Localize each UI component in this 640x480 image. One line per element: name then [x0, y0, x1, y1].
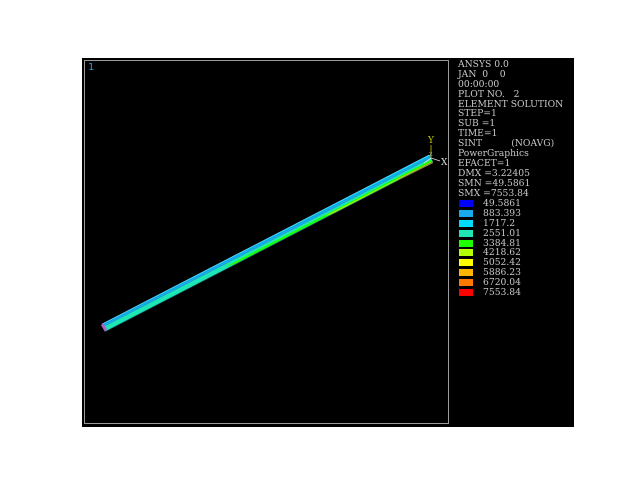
- info-line: SUB =1: [458, 118, 496, 130]
- legend-value: 5052.42: [483, 257, 521, 269]
- info-line: ELEMENT SOLUTION: [458, 98, 564, 110]
- legend-value: 6720.04: [483, 277, 521, 289]
- triad-z-axis: [423, 157, 432, 164]
- beam-edge-bottom: [105, 161, 434, 332]
- legend-row: 5052.42: [458, 258, 570, 268]
- info-line: DMX =3.22405: [458, 167, 530, 179]
- info-line: SMN =49.5861: [458, 177, 531, 189]
- legend-row: 2551.01: [458, 227, 570, 239]
- window-number: 1: [88, 62, 95, 73]
- triad-x-label: X: [441, 158, 448, 168]
- plot-info-panel: ANSYS 0.0 JAN 0 0 00:00:00 PLOT NO. 2 ELEMEN…: [458, 60, 570, 198]
- triad-x-axis: [430, 157, 441, 162]
- legend-swatch: [459, 259, 473, 267]
- legend-swatch: [459, 269, 473, 277]
- legend-value: 3384.81: [483, 237, 521, 249]
- info-line: EFACET=1: [458, 157, 511, 169]
- legend-swatch: [459, 209, 473, 217]
- legend-row: 49.5861: [458, 199, 570, 209]
- legend-row: 5886.23: [458, 268, 570, 278]
- info-line: 00:00:00: [458, 78, 500, 90]
- legend-value: 4218.62: [483, 247, 521, 259]
- legend-value: 49.5861: [483, 198, 521, 209]
- triad-y-label: Y: [427, 136, 435, 146]
- contour-legend: 49.5861 883.393 1717.2 2551.01 3384.81 4218.6…: [458, 199, 570, 298]
- beam-model: [101, 154, 434, 332]
- legend-row: 3384.81: [458, 237, 570, 249]
- info-line: STEP=1: [458, 108, 497, 120]
- legend-value: 2551.01: [483, 227, 521, 239]
- legend-value: 1717.2: [483, 217, 516, 229]
- info-line: JAN 0 0: [458, 68, 506, 80]
- info-line: PowerGraphics: [458, 148, 529, 160]
- legend-swatch: [459, 239, 473, 247]
- legend-row: 1717.2: [458, 217, 570, 229]
- triad-z-label: Z: [429, 152, 433, 158]
- axis-triad: X Y Z: [423, 136, 448, 168]
- legend-swatch: [459, 229, 473, 237]
- legend-swatch: [459, 249, 473, 257]
- info-line: TIME=1: [458, 128, 498, 140]
- info-line: SMX =7553.84: [458, 187, 529, 199]
- beam-stripe-green: [225, 160, 432, 267]
- graphics-viewport[interactable]: 1 X Y Z: [84, 60, 449, 424]
- ansys-graphics-window: 1 X Y Z: [82, 58, 574, 427]
- legend-row: 4218.62: [458, 248, 570, 258]
- beam-edge-top: [101, 154, 430, 325]
- info-line: PLOT NO. 2: [458, 88, 520, 100]
- info-line: ANSYS 0.0: [458, 59, 509, 70]
- legend-swatch: [459, 289, 473, 297]
- legend-value: 7553.84: [483, 287, 521, 299]
- legend-value: 5886.23: [483, 267, 521, 279]
- beam-end-cap: [101, 323, 107, 332]
- beam-face-top: [102, 156, 431, 327]
- legend-swatch: [459, 279, 473, 287]
- legend-swatch: [459, 219, 473, 227]
- beam-face-upper: [102, 155, 430, 325]
- beam-face-bottom: [103, 158, 433, 331]
- legend-row: 6720.04: [458, 278, 570, 288]
- info-line: SINT (NOAVG): [458, 138, 555, 150]
- legend-row: 883.393: [458, 207, 570, 219]
- legend-swatch: [459, 200, 473, 207]
- legend-row: 7553.84: [458, 288, 570, 298]
- model-plot: X Y Z: [101, 136, 448, 332]
- legend-value: 883.393: [483, 207, 521, 219]
